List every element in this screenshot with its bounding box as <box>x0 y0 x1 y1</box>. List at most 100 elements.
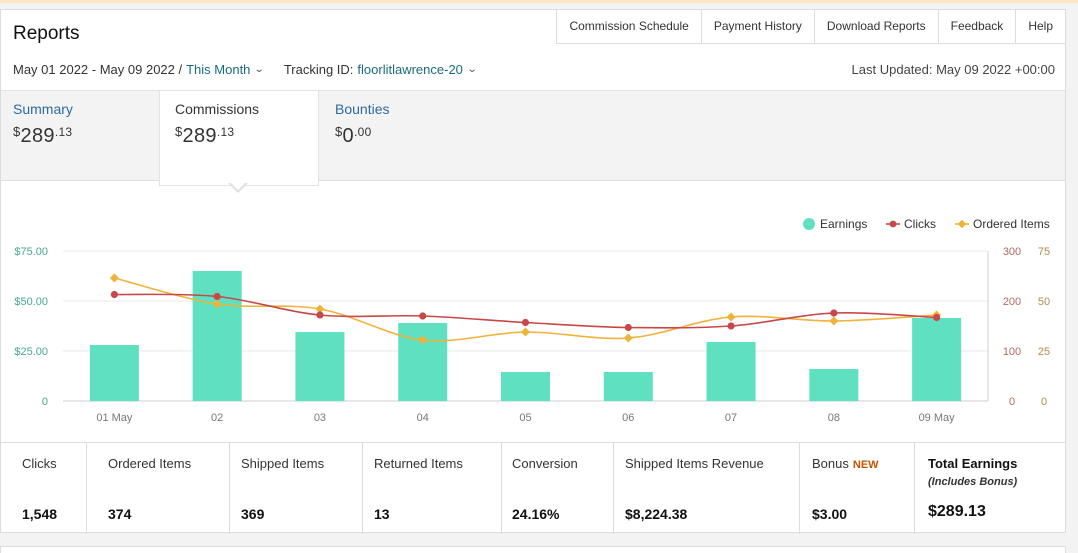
feedback-button[interactable]: Feedback <box>937 10 1016 43</box>
metric-shipped-items-label: Shipped Items <box>241 456 325 471</box>
x-tick-label: 06 <box>622 412 634 424</box>
y-left-tick-label: $25.00 <box>14 346 48 358</box>
clicks-point <box>419 312 427 320</box>
metric-returned-items: Returned Items 13 <box>363 443 502 534</box>
earnings-chart: 0 0 0 $25.00 100 25 $50.00 200 50 $75.00 300 75 01 M… <box>1 190 1065 442</box>
metric-shipped-revenue-label: Shipped Items Revenue <box>625 456 764 471</box>
ordered-items-point <box>726 312 736 322</box>
legend-items-label: Ordered Items <box>973 217 1050 231</box>
chevron-down-icon[interactable]: ⌄ <box>254 64 266 75</box>
clicks-point <box>110 290 118 299</box>
metric-clicks-value: 1,548 <box>22 506 58 522</box>
x-tick-label: 08 <box>828 412 840 424</box>
legend-clicks-icon <box>889 220 897 228</box>
tab-summary-amount: $289.13 <box>13 124 73 147</box>
clicks-point <box>624 323 632 332</box>
metric-bonus: Bonus NEW $3.00 <box>800 443 915 534</box>
metric-shipped-revenue-value: $8,224.38 <box>625 506 688 522</box>
y-left-tick-label: $50.00 <box>14 296 48 308</box>
tracking-label: Tracking ID: <box>283 62 354 77</box>
metric-ordered-items-label: Ordered Items <box>108 456 192 471</box>
report-nav: Commission Schedule Payment History Down… <box>556 9 1066 44</box>
tab-bounties[interactable]: Bounties $0.00 <box>335 91 389 182</box>
metrics-row: Clicks 1,548 Ordered Items 374 Shipped I… <box>1 442 1065 534</box>
x-tick-label: 02 <box>211 412 223 424</box>
ordered-items-point <box>109 273 119 283</box>
commission-schedule-button[interactable]: Commission Schedule <box>557 10 701 43</box>
reports-panel: Reports Commission Schedule Payment Hist… <box>0 9 1066 534</box>
legend-earnings-icon <box>803 218 815 230</box>
legend-clicks-label: Clicks <box>904 217 936 231</box>
ordered-items-point <box>418 335 428 345</box>
y-right-clicks-tick-label: 0 <box>1009 396 1015 408</box>
x-tick-label: 07 <box>725 412 737 424</box>
metric-clicks-label: Clicks <box>22 456 57 471</box>
y-right-items-tick-label: 75 <box>1038 246 1050 258</box>
earnings-bar <box>398 323 448 401</box>
earnings-bar <box>192 271 242 401</box>
metric-conversion: Conversion 24.16% <box>502 443 614 534</box>
summary-tabs: Summary $289.13 Commissions $289.13 Boun… <box>1 90 1065 186</box>
clicks-point <box>213 292 221 301</box>
metric-total-earnings-sub: (Includes Bonus) <box>928 476 1018 488</box>
payment-history-button[interactable]: Payment History <box>700 10 814 43</box>
y-left-tick-label: 0 <box>42 396 48 408</box>
metric-total-earnings-label: Total Earnings <box>928 456 1018 471</box>
y-right-items-tick-label: 0 <box>1041 396 1047 408</box>
tab-bounties-amount: $0.00 <box>335 124 372 147</box>
metric-shipped-revenue: Shipped Items Revenue $8,224.38 <box>614 443 800 534</box>
tab-commissions[interactable]: Commissions $289.13 <box>159 91 319 186</box>
metric-ordered-items: Ordered Items 374 <box>87 443 230 534</box>
metric-bonus-label: Bonus NEW <box>812 456 879 471</box>
x-tick-label: 03 <box>314 412 326 424</box>
metric-total-earnings-value: $289.13 <box>928 503 986 520</box>
metric-total-earnings: Total Earnings (Includes Bonus) $289.13 <box>915 443 1065 534</box>
download-reports-button[interactable]: Download Reports <box>813 10 938 43</box>
ordered-items-point <box>623 333 633 343</box>
metric-returned-items-label: Returned Items <box>374 456 463 471</box>
filter-bar: May 01 2022 - May 09 2022 / This Month ⌄… <box>13 62 478 77</box>
clicks-point <box>521 318 530 327</box>
tab-commissions-amount: $289.13 <box>175 124 235 147</box>
active-tab-caret-inner <box>230 182 246 190</box>
y-left-tick-label: $75.00 <box>14 246 48 258</box>
y-right-clicks-tick-label: 300 <box>1003 246 1021 258</box>
tab-summary[interactable]: Summary $289.13 <box>13 91 73 182</box>
x-tick-label: 05 <box>519 412 531 424</box>
tab-bounties-label: Bounties <box>335 101 390 117</box>
earnings-bar <box>295 332 345 401</box>
x-tick-label: 04 <box>417 412 429 424</box>
y-right-clicks-tick-label: 100 <box>1003 346 1021 358</box>
earnings-bar <box>603 372 653 401</box>
help-button[interactable]: Help <box>1015 10 1065 43</box>
x-tick-label: 01 May <box>96 412 133 424</box>
chevron-down-icon[interactable]: ⌄ <box>466 64 478 75</box>
last-updated: Last Updated: May 09 2022 +00:00 <box>851 62 1055 77</box>
ordered-items-point <box>315 304 325 314</box>
metric-ordered-items-value: 374 <box>108 506 132 522</box>
ordered-items-point <box>520 327 531 337</box>
tracking-id-dropdown[interactable]: floorlitlawrence-20 <box>357 62 463 77</box>
clicks-point <box>727 322 735 330</box>
ordered-items-point <box>829 316 839 326</box>
metric-clicks: Clicks 1,548 <box>1 443 87 534</box>
x-tick-label: 09 May <box>919 412 956 424</box>
y-right-clicks-tick-label: 200 <box>1003 296 1021 308</box>
date-range-text: May 01 2022 - May 09 2022 / <box>13 62 183 77</box>
earnings-bar <box>809 369 859 401</box>
new-badge: NEW <box>852 459 879 471</box>
top-accent-line <box>0 0 1078 3</box>
legend-items-icon <box>957 219 967 229</box>
chart-svg: 0 0 0 $25.00 100 25 $50.00 200 50 $75.00 300 75 01 M… <box>14 217 1050 424</box>
tab-commissions-label: Commissions <box>175 101 260 117</box>
metric-shipped-items-value: 369 <box>241 506 265 522</box>
earnings-bar <box>89 345 139 401</box>
earnings-bar <box>501 372 550 401</box>
metric-bonus-value: $3.00 <box>812 506 848 522</box>
clicks-point <box>933 313 941 322</box>
period-dropdown[interactable]: This Month <box>186 62 251 77</box>
tab-summary-label: Summary <box>13 101 73 117</box>
page-title: Reports <box>13 23 80 44</box>
metric-conversion-label: Conversion <box>512 456 578 471</box>
metric-shipped-items: Shipped Items 369 <box>230 443 363 534</box>
